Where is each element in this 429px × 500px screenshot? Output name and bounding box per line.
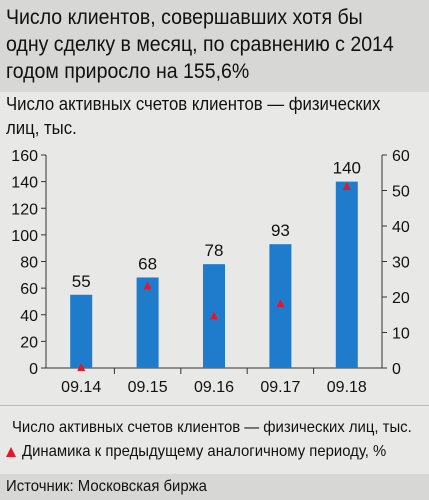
y-left-tick-label: 60 bbox=[20, 281, 38, 298]
y-right-tick-label: 20 bbox=[392, 290, 410, 307]
legend-label-markers: Динамика к предыдущему аналогичному пери… bbox=[22, 443, 387, 460]
y-left-tick-label: 80 bbox=[20, 255, 38, 272]
headline: Число клиентов, совершавших хотя бы одну… bbox=[6, 6, 394, 83]
bar bbox=[335, 181, 358, 368]
divider bbox=[0, 405, 429, 406]
source-note: Источник: Московская биржа bbox=[6, 478, 207, 495]
bar-value-label: 68 bbox=[138, 254, 157, 273]
chart-subtitle: Число активных счетов клиентов — физичес… bbox=[6, 94, 381, 138]
legend-item-markers: Динамика к предыдущему аналогичному пери… bbox=[6, 440, 424, 464]
triangle-marker bbox=[143, 281, 152, 290]
x-tick-label: 09.17 bbox=[260, 379, 300, 396]
bar-value-label: 140 bbox=[333, 159, 361, 178]
y-right-tick-label: 0 bbox=[392, 361, 401, 378]
y-left-tick-label: 120 bbox=[11, 201, 38, 218]
legend-label-bars: Число активных счетов клиентов — физичес… bbox=[12, 419, 412, 436]
plot-group: 0 20 40 60 80 100 120 140 160 0 10 20 30 40 50 60 55 09.1… bbox=[11, 148, 410, 396]
triangle-marker bbox=[77, 363, 86, 371]
bar bbox=[136, 277, 159, 368]
x-tick-label: 09.15 bbox=[128, 379, 168, 396]
y-left-tick-label: 20 bbox=[20, 334, 38, 351]
bar-value-label: 93 bbox=[271, 221, 290, 240]
bar-value-label: 55 bbox=[72, 272, 91, 291]
y-right-tick-label: 30 bbox=[392, 255, 410, 272]
y-right-tick-label: 50 bbox=[392, 184, 410, 201]
bar-value-label: 78 bbox=[205, 241, 224, 260]
y-right-tick-label: 40 bbox=[392, 219, 410, 236]
triangle-marker bbox=[276, 299, 285, 308]
y-left-tick-label: 140 bbox=[11, 175, 38, 192]
y-right-tick-label: 60 bbox=[392, 148, 410, 165]
y-left-tick-label: 40 bbox=[20, 308, 38, 325]
triangle-marker bbox=[210, 311, 218, 320]
legend-item-bars: Число активных счетов клиентов — физичес… bbox=[6, 416, 424, 440]
x-tick-label: 09.16 bbox=[194, 379, 234, 396]
triangle-marker bbox=[342, 181, 351, 190]
headline-band: Число клиентов, совершавших хотя бы одну… bbox=[0, 0, 429, 92]
y-left-tick-label: 160 bbox=[11, 148, 38, 165]
x-tick-label: 09.18 bbox=[327, 379, 367, 396]
legend: Число активных счетов клиентов — физичес… bbox=[6, 416, 424, 464]
source-band: Источник: Московская биржа bbox=[0, 474, 429, 500]
chart-area: 0 20 40 60 80 100 120 140 160 0 10 20 30 40 50 60 55 09.1… bbox=[11, 148, 410, 396]
triangle-marker-icon bbox=[6, 447, 16, 457]
y-right-tick-label: 10 bbox=[392, 326, 410, 343]
y-left-tick-label: 0 bbox=[29, 361, 38, 378]
y-left-tick-label: 100 bbox=[11, 228, 38, 245]
bar bbox=[70, 294, 93, 368]
x-tick-label: 09.14 bbox=[61, 379, 101, 396]
